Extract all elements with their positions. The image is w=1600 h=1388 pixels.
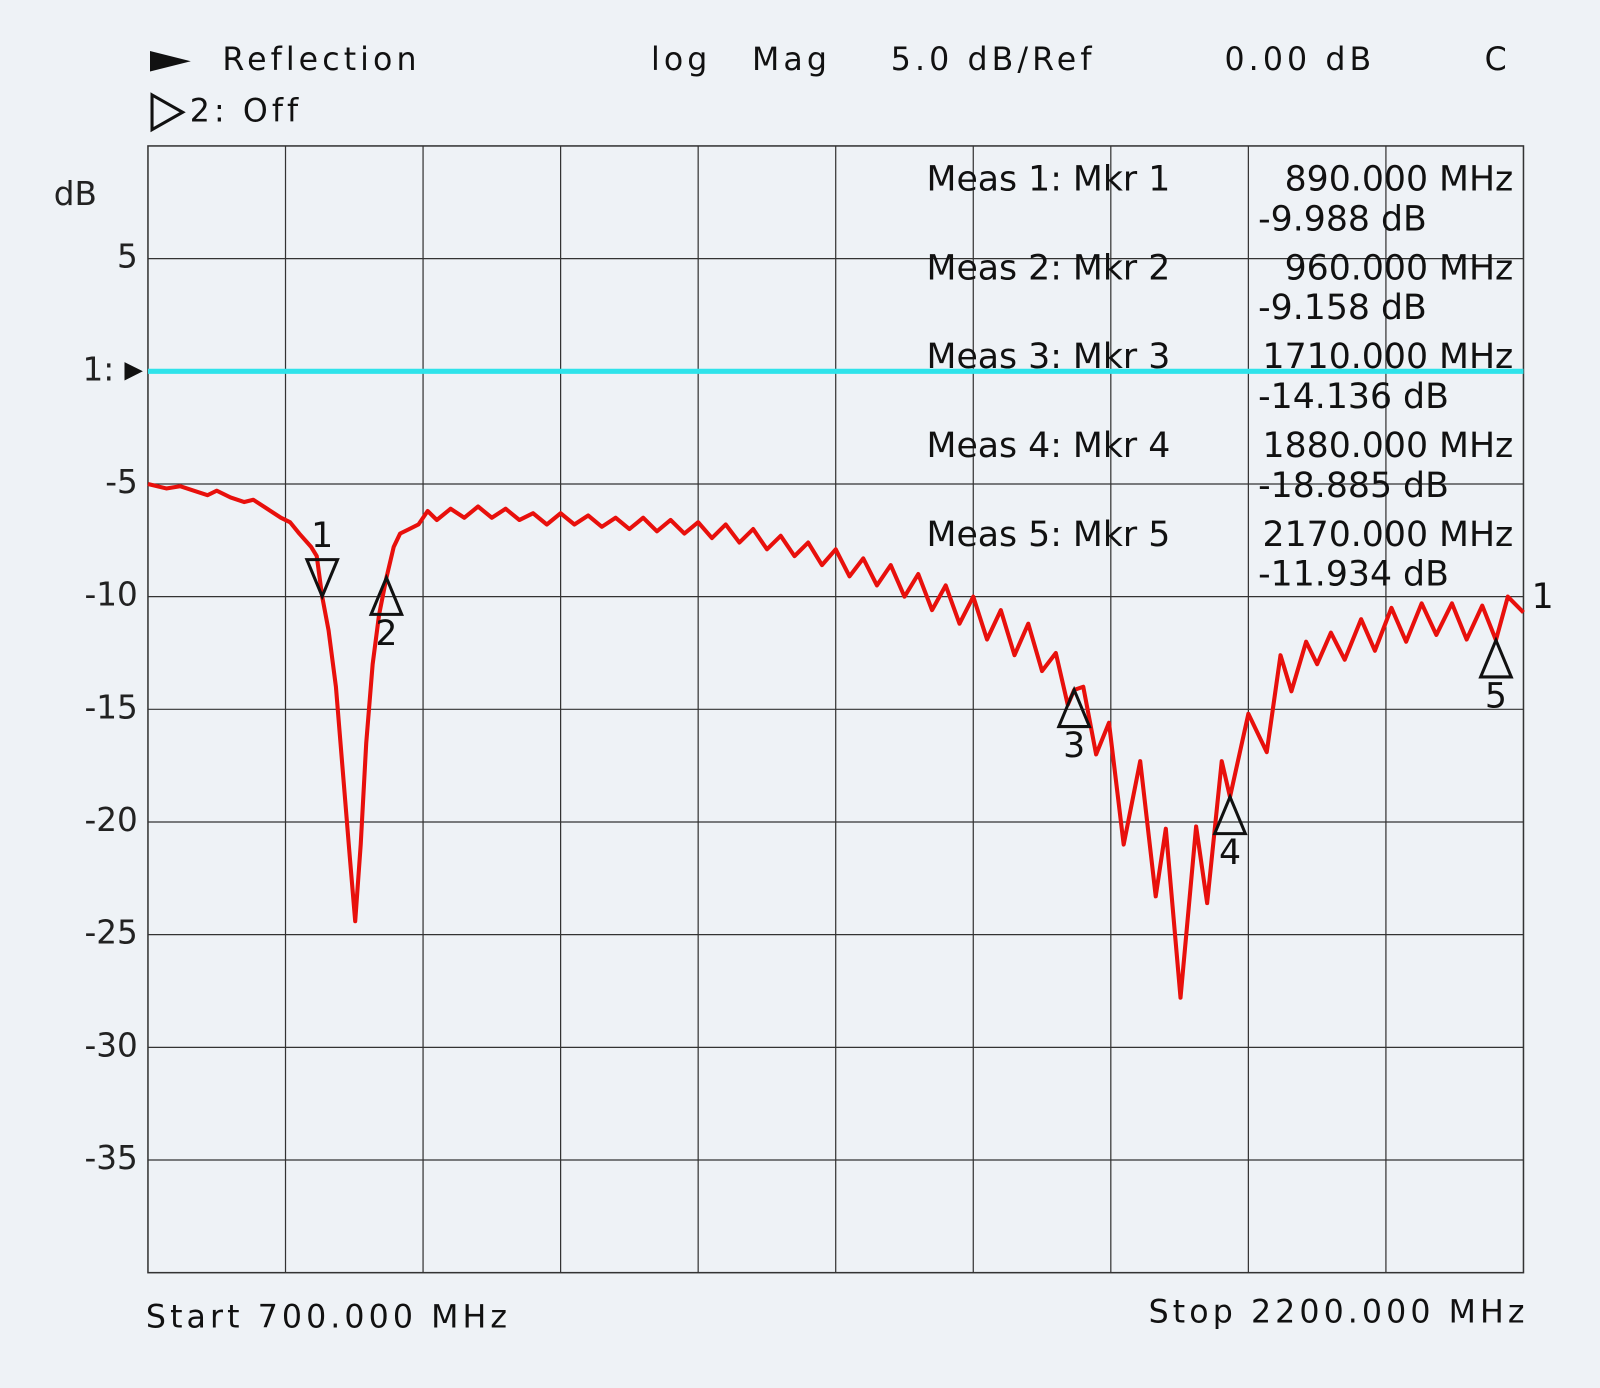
readout-value: -14.136 dB	[1258, 377, 1449, 417]
readout-freq: 1880.000 MHz	[1263, 426, 1514, 466]
y-tick-label: -10	[84, 576, 137, 614]
readout-label: Meas 4: Mkr 4	[927, 426, 1171, 466]
marker-number: 3	[1063, 726, 1085, 766]
y-tick-label: -25	[84, 914, 137, 952]
marker	[304, 558, 340, 601]
marker-number: 1	[311, 516, 333, 556]
active-channel-icon	[150, 51, 191, 72]
trace	[147, 481, 1525, 1000]
marker-number: 4	[1219, 833, 1241, 873]
marker	[1478, 636, 1514, 679]
y-axis-label: dB	[54, 175, 97, 213]
readout-value: -9.158 dB	[1258, 288, 1427, 328]
y-tick-label: -15	[84, 688, 137, 726]
y-tick-label: 5	[117, 238, 138, 276]
readout-value: -9.988 dB	[1258, 199, 1427, 239]
channel2: 2: Off	[190, 93, 302, 129]
readout-label: Meas 3: Mkr 3	[927, 337, 1171, 377]
y-tick-label: -5	[105, 463, 138, 501]
reference: 0.00 dB	[1224, 42, 1375, 78]
format: Mag	[752, 42, 831, 78]
marker	[368, 573, 404, 616]
marker-number: 2	[375, 614, 397, 654]
marker-number: 5	[1485, 676, 1507, 716]
marker	[1056, 685, 1092, 729]
readout-freq: 890.000 MHz	[1285, 160, 1514, 200]
status: C	[1485, 42, 1511, 78]
readout-label: Meas 2: Mkr 2	[927, 248, 1171, 288]
stop-label: Stop 2200.000 MHz	[1149, 1294, 1529, 1330]
readout-freq: 1710.000 MHz	[1263, 337, 1514, 377]
start-label: Start 700.000 MHz	[146, 1300, 511, 1336]
readout-value: -18.885 dB	[1258, 466, 1449, 506]
readout-label: Meas 1: Mkr 1	[927, 160, 1171, 200]
y-tick-label: -30	[84, 1026, 137, 1064]
channel2-icon	[150, 92, 186, 133]
readout-value: -11.934 dB	[1258, 555, 1449, 595]
readout-freq: 2170.000 MHz	[1263, 515, 1514, 555]
format: log	[651, 42, 711, 78]
readout-label: Meas 5: Mkr 5	[927, 515, 1171, 555]
channel-title: Reflection	[222, 42, 420, 78]
readout-freq: 960.000 MHz	[1285, 248, 1514, 288]
y-tick-label: -35	[84, 1139, 137, 1177]
reference-pointer	[124, 362, 143, 381]
reference-label: 1:	[83, 350, 115, 388]
scale: 5.0 dB/Ref	[891, 42, 1096, 78]
y-tick-label: -20	[84, 801, 137, 839]
marker	[1212, 792, 1248, 836]
trace-label: 1	[1532, 577, 1554, 617]
